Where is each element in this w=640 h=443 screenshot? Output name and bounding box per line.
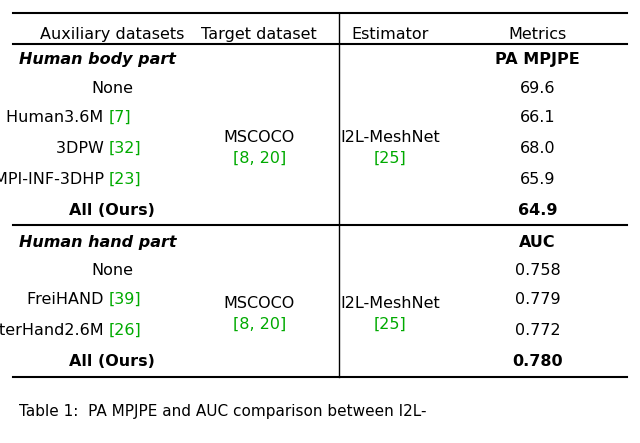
Text: MPI-INF-3DHP: MPI-INF-3DHP [0, 172, 109, 187]
Text: AUC: AUC [519, 235, 556, 250]
Text: I2L-MeshNet: I2L-MeshNet [340, 130, 440, 145]
Text: 64.9: 64.9 [518, 203, 557, 218]
Text: Human3.6M: Human3.6M [6, 110, 109, 125]
Text: Target dataset: Target dataset [202, 27, 317, 42]
Text: Metrics: Metrics [508, 27, 567, 42]
Text: [8, 20]: [8, 20] [232, 151, 286, 166]
Text: None: None [91, 81, 133, 96]
Text: Human body part: Human body part [19, 52, 176, 67]
Text: Human hand part: Human hand part [19, 235, 177, 250]
Text: 65.9: 65.9 [520, 172, 556, 187]
Text: 0.779: 0.779 [515, 291, 561, 307]
Text: All (Ours): All (Ours) [69, 354, 155, 369]
Text: Estimator: Estimator [352, 27, 429, 42]
Text: 68.0: 68.0 [520, 141, 556, 156]
Text: 69.6: 69.6 [520, 81, 556, 96]
Text: 0.758: 0.758 [515, 263, 561, 278]
Text: 0.780: 0.780 [512, 354, 563, 369]
Text: [8, 20]: [8, 20] [232, 317, 286, 332]
Text: MSCOCO: MSCOCO [223, 296, 295, 311]
Text: None: None [91, 263, 133, 278]
Text: [39]: [39] [109, 291, 141, 307]
Text: [26]: [26] [109, 323, 141, 338]
Text: 3DPW: 3DPW [56, 141, 109, 156]
Text: InterHand2.6M: InterHand2.6M [0, 323, 109, 338]
Text: Table 1:  PA MPJPE and AUC comparison between I2L-: Table 1: PA MPJPE and AUC comparison bet… [19, 404, 427, 419]
Text: I2L-MeshNet: I2L-MeshNet [340, 296, 440, 311]
Text: [32]: [32] [109, 141, 141, 156]
Text: [25]: [25] [374, 317, 407, 332]
Text: FreiHAND: FreiHAND [27, 291, 109, 307]
Text: Auxiliary datasets: Auxiliary datasets [40, 27, 184, 42]
Text: MSCOCO: MSCOCO [223, 130, 295, 145]
Text: 0.772: 0.772 [515, 323, 561, 338]
Text: All (Ours): All (Ours) [69, 203, 155, 218]
Text: PA MPJPE: PA MPJPE [495, 52, 580, 67]
Text: [7]: [7] [109, 110, 131, 125]
Text: [23]: [23] [109, 172, 141, 187]
Text: [25]: [25] [374, 151, 407, 166]
Text: 66.1: 66.1 [520, 110, 556, 125]
